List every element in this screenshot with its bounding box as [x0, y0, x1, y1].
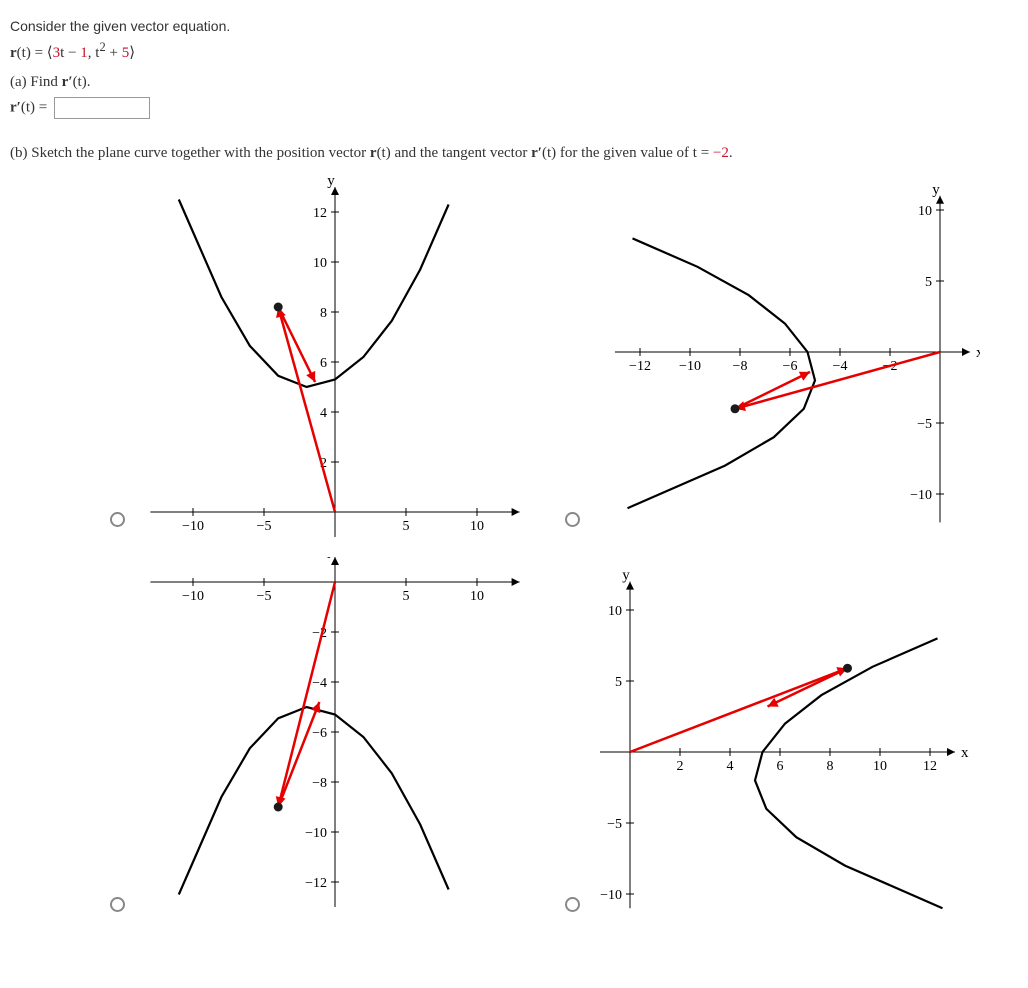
svg-text:−8: −8	[312, 776, 327, 791]
svg-text:y: y	[932, 182, 940, 198]
option-3: xy−10−5510−12−10−8−6−4−2	[10, 557, 525, 922]
vector-equation: r(t) = ⟨3t − 1, t2 + 5⟩	[10, 40, 1018, 62]
option-1: xy−10−551024681012	[10, 172, 525, 537]
radio-option-1[interactable]	[110, 512, 125, 527]
svg-text:y: y	[622, 568, 630, 584]
svg-text:5: 5	[615, 675, 622, 690]
svg-text:y: y	[327, 557, 335, 559]
svg-text:2: 2	[677, 759, 684, 774]
svg-text:10: 10	[608, 604, 622, 619]
radio-option-4[interactable]	[565, 897, 580, 912]
svg-text:6: 6	[777, 759, 784, 774]
svg-text:5: 5	[403, 589, 410, 604]
option-2: xy−12−10−8−6−4−2−10−5510	[525, 172, 980, 537]
svg-text:−4: −4	[312, 676, 327, 691]
svg-text:−10: −10	[910, 488, 932, 503]
svg-text:6: 6	[320, 356, 327, 371]
option-4: x y 2 4 6 8 10 12 −10 −5 5 10	[525, 557, 980, 922]
svg-text:−5: −5	[257, 589, 272, 604]
svg-text:8: 8	[827, 759, 834, 774]
part-b-prompt: (b) Sketch the plane curve together with…	[10, 145, 1018, 162]
svg-text:−5: −5	[917, 417, 932, 432]
chart-3: xy−10−5510−12−10−8−6−4−2	[145, 557, 525, 922]
svg-text:−10: −10	[182, 519, 204, 534]
svg-text:−10: −10	[679, 359, 701, 374]
svg-text:10: 10	[470, 589, 484, 604]
svg-text:−12: −12	[305, 876, 327, 891]
svg-text:5: 5	[925, 275, 932, 290]
part-a-prompt: (a) Find r′(t).	[10, 74, 1018, 91]
svg-text:10: 10	[470, 519, 484, 534]
chart-2: xy−12−10−8−6−4−2−10−5510	[600, 172, 980, 537]
part-a-answer-row: r′(t) =	[10, 97, 1018, 119]
svg-text:−10: −10	[600, 888, 622, 903]
svg-text:x: x	[961, 745, 969, 761]
intro-text: Consider the given vector equation.	[10, 18, 1018, 34]
svg-text:y: y	[327, 173, 335, 189]
answer-input[interactable]	[54, 97, 150, 119]
svg-text:−6: −6	[312, 726, 327, 741]
svg-text:−5: −5	[257, 519, 272, 534]
svg-text:−12: −12	[629, 359, 651, 374]
svg-text:10: 10	[918, 204, 932, 219]
svg-text:−10: −10	[305, 826, 327, 841]
svg-text:−5: −5	[607, 817, 622, 832]
svg-text:5: 5	[403, 519, 410, 534]
svg-text:12: 12	[313, 206, 327, 221]
svg-text:−10: −10	[182, 589, 204, 604]
svg-text:−4: −4	[833, 359, 848, 374]
chart-1: xy−10−551024681012	[145, 172, 525, 537]
svg-text:10: 10	[313, 256, 327, 271]
radio-option-3[interactable]	[110, 897, 125, 912]
svg-text:12: 12	[923, 759, 937, 774]
svg-text:10: 10	[873, 759, 887, 774]
svg-text:4: 4	[727, 759, 734, 774]
svg-text:x: x	[976, 345, 980, 361]
svg-text:4: 4	[320, 406, 327, 421]
svg-text:−6: −6	[783, 359, 798, 374]
svg-text:8: 8	[320, 306, 327, 321]
radio-option-2[interactable]	[565, 512, 580, 527]
svg-text:−8: −8	[733, 359, 748, 374]
chart-4: x y 2 4 6 8 10 12 −10 −5 5 10	[600, 557, 980, 922]
